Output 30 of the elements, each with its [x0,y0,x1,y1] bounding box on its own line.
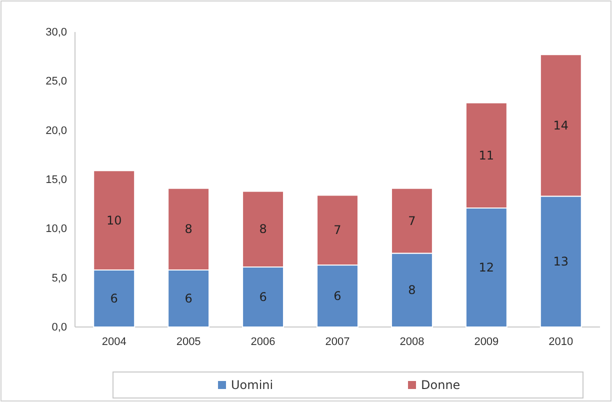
y-tick-label: 30,0 [46,26,67,39]
x-tick-label: 2010 [548,336,574,348]
x-tick-label: 2007 [325,336,350,348]
y-tick-label: 25,0 [46,76,67,88]
y-tick-label: 5,0 [52,272,67,284]
x-tick-label: 2009 [474,336,499,348]
data-label: 10 [106,213,122,228]
data-label: 6 [259,290,267,304]
data-label: 12 [478,260,494,275]
data-label: 6 [334,289,342,304]
data-label: 13 [553,254,569,269]
y-tick-label: 20,0 [46,124,67,137]
x-tick-label: 2004 [102,336,126,348]
legend-label: Donne [421,378,460,392]
data-label: 8 [408,283,416,298]
data-label: 8 [259,222,267,236]
x-tick-label: 2005 [176,336,201,348]
data-label: 7 [334,223,342,238]
data-label: 7 [408,214,416,228]
data-label: 8 [184,222,192,236]
y-tick-label: 10,0 [46,223,67,236]
y-tick-label: 0,0 [52,322,67,334]
data-label: 11 [478,148,494,162]
data-label: 14 [553,118,569,132]
data-label: 6 [110,291,118,306]
x-tick-label: 2008 [400,336,424,348]
data-label: 6 [184,291,192,306]
x-tick-label: 2006 [250,336,276,348]
y-tick-label: 15,0 [46,174,67,186]
legend-label: Uomini [231,378,274,392]
